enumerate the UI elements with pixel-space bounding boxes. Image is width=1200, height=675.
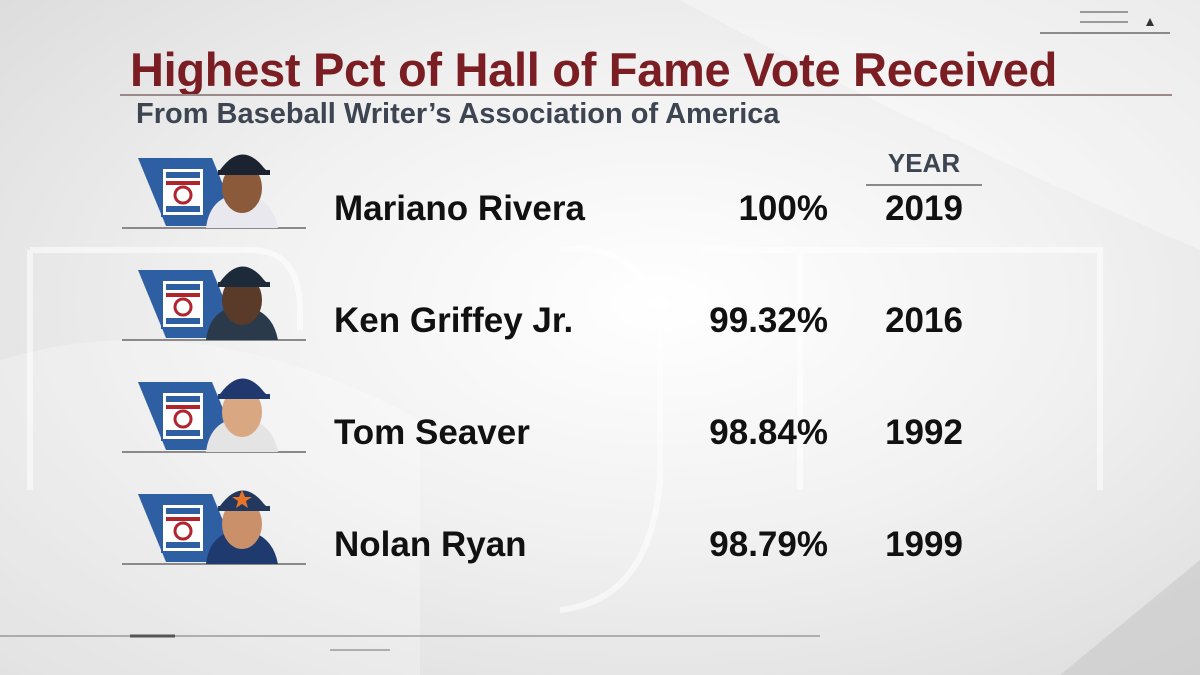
bottom-rule-decoration — [0, 634, 820, 651]
player-name: Nolan Ryan — [334, 525, 527, 564]
vote-percentage: 98.79% — [709, 525, 828, 564]
vote-percentage: 98.84% — [709, 413, 828, 452]
top-right-menu-decoration — [1040, 11, 1170, 34]
induction-year: 2016 — [885, 301, 963, 340]
induction-year: 1992 — [885, 413, 963, 452]
vote-percentage: 99.32% — [709, 301, 828, 340]
year-header-divider — [866, 184, 982, 186]
player-name: Tom Seaver — [334, 413, 530, 452]
induction-year: 1999 — [885, 525, 963, 564]
player-headshot-icon — [206, 266, 278, 340]
player-name: Mariano Rivera — [334, 189, 585, 228]
hall-of-fame-emblem-icon — [122, 378, 306, 453]
year-column-header: YEAR — [887, 148, 961, 178]
table-row: Tom Seaver 98.84% 1992 — [0, 364, 1200, 476]
table-row: Nolan Ryan 98.79% 1999 — [0, 476, 1200, 588]
page-subtitle: From Baseball Writer’s Association of Am… — [136, 98, 780, 130]
title-divider — [120, 94, 1172, 96]
table-row: Ken Griffey Jr. 99.32% 2016 — [0, 252, 1200, 364]
page-title: Highest Pct of Hall of Fame Vote Receive… — [130, 43, 1058, 96]
hall-of-fame-emblem-icon — [122, 154, 306, 229]
hall-of-fame-emblem-icon — [122, 266, 306, 341]
player-name: Ken Griffey Jr. — [334, 301, 574, 340]
table-row: Mariano Rivera 100% 2019 — [0, 140, 1200, 252]
induction-year: 2019 — [885, 189, 963, 228]
vote-percentage: 100% — [738, 189, 828, 228]
player-headshot-icon — [206, 490, 278, 564]
player-headshot-icon — [206, 154, 278, 228]
player-headshot-icon — [206, 378, 278, 452]
hall-of-fame-emblem-icon — [122, 490, 306, 565]
